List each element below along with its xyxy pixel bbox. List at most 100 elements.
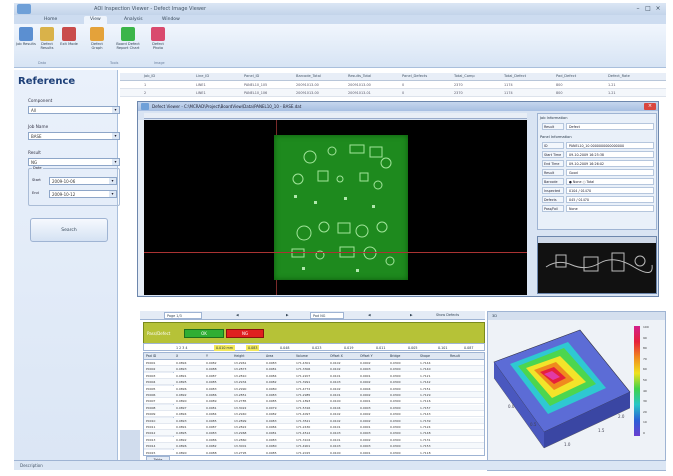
table-row[interactable]: P0012 0.0895 0.0083 13.2968 0.0081 171.4512 0.… xyxy=(144,430,484,437)
column-header[interactable]: Bridge xyxy=(390,354,401,358)
column-header[interactable]: Offset X xyxy=(330,354,343,358)
table-row[interactable]: P0007 0.0890 0.0089 13.2785 0.0085 171.1893 0.… xyxy=(144,398,484,405)
job-name-select[interactable]: BASE ▾ xyxy=(28,132,120,140)
column-header[interactable]: Line_ID xyxy=(196,74,210,78)
info-label: Pass/Fail xyxy=(542,205,564,212)
table-cell: 0.0088 xyxy=(206,450,217,455)
table-cell: 0.0892 xyxy=(176,393,187,397)
filter-select[interactable]: Pad NG xyxy=(310,312,344,319)
end-date-field[interactable]: 2009-10-12 ▾ xyxy=(49,190,117,198)
table-cell: 0.0300 xyxy=(390,367,401,372)
table-row[interactable]: P0006 0.0892 0.0086 13.2851 0.0083 171.2985 0.… xyxy=(144,392,484,398)
defect-graph-button[interactable]: Defect Graph xyxy=(87,27,107,61)
table-row[interactable]: P0004 0.0895 0.0085 13.2934 0.0082 171.3991 0.… xyxy=(144,379,484,386)
defect-results-button[interactable]: Defect Results xyxy=(37,27,57,61)
end-date-value: 2009-10-12 xyxy=(52,192,76,197)
next-filter-button[interactable]: ▶ xyxy=(410,313,413,317)
column-header[interactable]: Result xyxy=(450,354,460,358)
column-header[interactable]: Total_Comp xyxy=(454,74,475,78)
table-header: Pad ID X Y Height Area Volume Offset X Offset Y… xyxy=(144,353,484,360)
3d-solder-surface[interactable]: 0.0 0.5 1.0 1.5 2.0 xyxy=(490,322,632,468)
table-cell: 171.4772 xyxy=(296,386,311,391)
close-button[interactable]: × xyxy=(655,5,661,12)
table-row[interactable]: P0013 0.0892 0.0086 13.2860 0.0083 171.3104 0.… xyxy=(144,436,484,443)
color-scale-label: 70 xyxy=(643,356,647,361)
results-grid-header: Job_ID Line_ID Panel_ID Barcode_Total Re… xyxy=(120,73,666,81)
page-select[interactable]: Page 1/3 xyxy=(164,312,202,319)
table-row[interactable]: P0009 0.0894 0.0084 13.2940 0.0082 171.4097 0.… xyxy=(144,411,484,418)
defect-thumbnail[interactable] xyxy=(537,236,657,294)
viewer-close-button[interactable]: × xyxy=(644,103,656,110)
info-value: PANEL10_10 0000000000000000 xyxy=(566,142,654,149)
table-row[interactable]: P0010 0.0893 0.0085 13.2899 0.0083 171.3521 0.… xyxy=(144,417,484,424)
table-row[interactable]: P0015 0.0890 0.0088 13.2795 0.0085 171.2015 0.… xyxy=(144,449,484,455)
prev-button[interactable]: ◀ xyxy=(236,313,239,317)
table-cell: 0.0890 xyxy=(176,450,187,455)
table-row[interactable]: 2 LINE1 PANEL10_106 20091013-00 20091013… xyxy=(120,89,666,97)
column-header[interactable]: Defect_Rate xyxy=(608,74,630,78)
info-label: Barcode xyxy=(542,178,564,185)
column-header[interactable]: Job_ID xyxy=(144,74,156,78)
minimize-button[interactable]: – xyxy=(636,5,640,12)
tab-analysis[interactable]: Analysis xyxy=(124,17,143,22)
table-row[interactable]: P0003 0.0891 0.0087 13.2810 0.0084 171.2207 0.… xyxy=(144,372,484,379)
summary-values-row: 1 2 3 4 0.010 mm 0.083 0.048 0.023 0.019… xyxy=(143,343,485,351)
board-report-button[interactable]: Board Defect Report Chart xyxy=(112,27,144,61)
table-row[interactable]: P0014 0.0896 0.0082 13.3001 0.0080 171.4901 0.… xyxy=(144,443,484,450)
column-header[interactable]: Height xyxy=(234,354,245,358)
table-row[interactable]: P0005 0.0896 0.0083 13.2990 0.0080 171.4772 0.… xyxy=(144,385,484,392)
column-header[interactable]: Offset Y xyxy=(360,354,373,358)
column-header[interactable]: Area xyxy=(266,354,274,358)
job-results-button[interactable]: Job Results xyxy=(16,27,36,61)
ribbon-group-label: Tools xyxy=(110,61,119,65)
summary-cell: 0.010 mm xyxy=(214,345,235,351)
defect-photo-button[interactable]: Defect Photo xyxy=(148,27,168,61)
collapsed-panel[interactable] xyxy=(120,430,140,460)
column-header[interactable]: Shape xyxy=(420,354,430,358)
prev-filter-button[interactable]: ◀ xyxy=(368,313,371,317)
tab-window[interactable]: Window xyxy=(162,17,180,22)
next-button[interactable]: ▶ xyxy=(286,313,289,317)
table-row[interactable]: P0001 0.0894 0.0082 13.2961 0.0083 171.4301 0.… xyxy=(144,360,484,366)
component-select[interactable]: All ▾ xyxy=(28,106,120,114)
column-header[interactable]: Barcode_Total xyxy=(296,74,321,78)
start-date-field[interactable]: 2009-10-06 ▾ xyxy=(49,177,117,185)
column-header[interactable]: Pad ID xyxy=(146,354,157,358)
result-select[interactable]: NG ▾ xyxy=(28,158,120,166)
table-cell: 0.0892 xyxy=(176,437,187,442)
summary-cell: 1 2 3 4 xyxy=(176,346,188,350)
table-row[interactable]: P0002 0.0893 0.0088 13.2873 0.0081 171.3306 0.… xyxy=(144,366,484,373)
column-header[interactable]: Results_Total xyxy=(348,74,372,78)
date-group-label: Date xyxy=(32,166,43,170)
column-header[interactable]: Panel_ID xyxy=(244,74,260,78)
column-header[interactable]: Pad_Defect xyxy=(556,74,577,78)
maximize-button[interactable]: □ xyxy=(645,5,651,12)
table-row[interactable]: P0011 0.0891 0.0087 13.2822 0.0084 171.2430 0.… xyxy=(144,424,484,430)
tab-view[interactable]: View xyxy=(84,16,107,24)
table-cell: 0.0101 xyxy=(330,393,341,397)
viewer-title-bar[interactable]: Defect Viewer - C:\MCRAD\Project\BoardVi… xyxy=(138,102,658,111)
column-header[interactable]: Y xyxy=(206,354,208,358)
table-cell: P0012 xyxy=(146,431,156,436)
table-cell: 0.0895 xyxy=(176,431,187,436)
tab-home[interactable]: Home xyxy=(44,17,58,22)
exit-mode-button[interactable]: Exit Mode xyxy=(59,27,79,61)
barcode-radio-group[interactable]: ● None ○ Total xyxy=(566,178,654,185)
crosshair-horizontal xyxy=(144,252,527,253)
svg-text:1.0: 1.0 xyxy=(564,442,571,447)
table-cell: 0.0101 xyxy=(330,437,341,442)
result-value: NG xyxy=(31,160,38,165)
table-cell: P0014 xyxy=(146,444,156,449)
table-cell: 0.0079 xyxy=(266,405,277,410)
column-header[interactable]: Volume xyxy=(296,354,308,358)
table-cell: P0015 xyxy=(146,450,156,455)
table-cell: 0.0300 xyxy=(390,437,401,442)
app-icon[interactable] xyxy=(17,4,31,14)
table-row[interactable]: P0008 0.0897 0.0081 13.3022 0.0079 171.5316 0.… xyxy=(144,404,484,411)
column-header[interactable]: X xyxy=(176,354,179,358)
table-row[interactable]: 1 LINE1 PANEL10_105 20091013-00 20091013… xyxy=(120,81,666,89)
search-button[interactable]: Search xyxy=(30,218,108,242)
column-header[interactable]: Total_Defect xyxy=(504,74,527,78)
show-defects-checkbox[interactable]: Show Defects xyxy=(436,313,460,317)
column-header[interactable]: Panel_Defects xyxy=(402,74,428,78)
